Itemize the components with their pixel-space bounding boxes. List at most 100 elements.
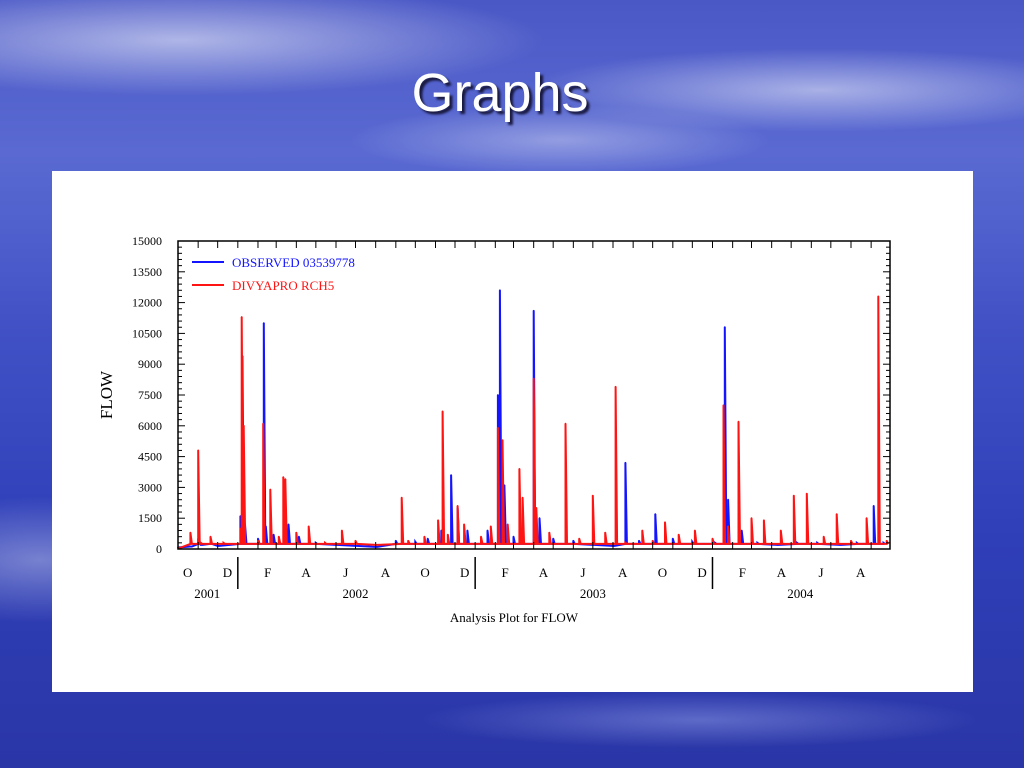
data-point xyxy=(805,492,808,495)
data-point xyxy=(641,529,644,532)
x-tick-label: J xyxy=(343,565,348,580)
data-point xyxy=(792,494,795,497)
x-tick-label: O xyxy=(658,565,667,580)
data-point xyxy=(400,496,403,499)
data-point xyxy=(591,494,594,497)
data-point xyxy=(269,488,272,491)
data-point xyxy=(497,427,499,429)
chart-panel: 0 1500 3000 4500 6000 7500 9000 10500 12000 13500… xyxy=(52,171,973,692)
data-point xyxy=(497,394,499,396)
y-tick-label: 6000 xyxy=(138,419,162,433)
data-point xyxy=(638,539,640,542)
labels-layer: 0 1500 3000 4500 6000 7500 9000 10500 12000 13500… xyxy=(97,234,866,625)
legend: OBSERVED 03539778 DIVYAPRO RCH5 xyxy=(192,255,355,293)
data-point xyxy=(572,539,575,542)
y-tick-label: 3000 xyxy=(138,480,162,494)
data-point xyxy=(257,537,259,540)
data-point xyxy=(614,385,617,388)
data-point xyxy=(671,537,674,540)
data-point xyxy=(282,476,285,478)
data-point xyxy=(535,507,538,509)
year-label: 2001 xyxy=(194,586,220,601)
data-point xyxy=(865,517,868,520)
data-point xyxy=(604,531,607,534)
x-tick-label: F xyxy=(264,565,271,580)
data-point xyxy=(466,529,469,532)
data-point xyxy=(677,533,680,536)
data-point xyxy=(242,424,245,427)
data-point xyxy=(694,529,696,532)
axes-layer xyxy=(177,240,891,589)
data-point xyxy=(518,468,521,470)
data-point xyxy=(822,535,825,538)
x-tick-label: J xyxy=(581,565,586,580)
data-point xyxy=(877,295,880,298)
data-point xyxy=(538,517,541,520)
data-point xyxy=(446,533,449,536)
data-point xyxy=(750,517,753,520)
data-point xyxy=(763,519,765,522)
data-point xyxy=(307,525,310,528)
data-point xyxy=(737,420,740,423)
data-point xyxy=(512,535,515,538)
x-tick-label: A xyxy=(539,565,549,580)
data-point xyxy=(624,541,627,544)
data-point xyxy=(872,505,875,507)
data-point xyxy=(779,529,782,532)
data-point xyxy=(552,537,555,540)
data-point xyxy=(239,527,242,530)
y-tick-label: 12000 xyxy=(132,296,162,310)
slide-title: Graphs xyxy=(411,63,589,123)
data-point xyxy=(532,377,535,380)
legend-label: OBSERVED 03539778 xyxy=(232,255,355,270)
y-tick-label: 7500 xyxy=(138,388,162,402)
x-tick-label: D xyxy=(697,565,706,580)
year-label: 2003 xyxy=(580,586,606,601)
data-point xyxy=(189,531,192,534)
data-point xyxy=(532,309,535,312)
data-point xyxy=(441,410,444,413)
x-tick-label: O xyxy=(420,565,429,580)
x-tick-label: A xyxy=(618,565,628,580)
year-label: 2002 xyxy=(343,586,369,601)
y-tick-label: 1500 xyxy=(138,511,162,525)
data-point xyxy=(480,535,482,538)
x-tick-label: O xyxy=(183,565,192,580)
data-point xyxy=(284,478,287,481)
data-point xyxy=(437,519,439,522)
x-tick-label: D xyxy=(223,565,232,580)
data-point xyxy=(354,539,357,542)
x-tick-label: A xyxy=(381,565,391,580)
x-tick-label: J xyxy=(819,565,824,580)
data-point xyxy=(287,523,290,526)
y-tick-label: 10500 xyxy=(132,326,162,340)
data-point xyxy=(885,539,888,542)
data-point xyxy=(394,539,397,542)
data-point xyxy=(506,523,509,526)
x-tick-label: D xyxy=(460,565,469,580)
data-point xyxy=(277,535,280,538)
data-point xyxy=(257,539,259,542)
legend-label: DIVYAPRO RCH5 xyxy=(232,278,334,293)
y-axis-label: FLOW xyxy=(97,370,116,419)
data-point xyxy=(199,541,202,544)
data-point xyxy=(727,498,729,501)
data-point xyxy=(450,474,452,476)
data-point xyxy=(262,322,265,324)
data-point xyxy=(463,523,465,526)
data-point xyxy=(426,537,429,540)
data-point xyxy=(578,537,581,540)
series-layer xyxy=(177,289,890,549)
data-point xyxy=(456,505,459,507)
y-tick-label: 4500 xyxy=(138,450,162,464)
data-point xyxy=(499,289,501,292)
data-point xyxy=(262,422,265,425)
data-point xyxy=(521,496,524,499)
data-point xyxy=(240,316,243,318)
data-point xyxy=(835,513,838,515)
x-tick-label: A xyxy=(777,565,787,580)
data-point xyxy=(324,541,326,544)
data-point xyxy=(222,541,225,544)
data-point xyxy=(624,461,627,464)
data-point xyxy=(489,525,492,528)
